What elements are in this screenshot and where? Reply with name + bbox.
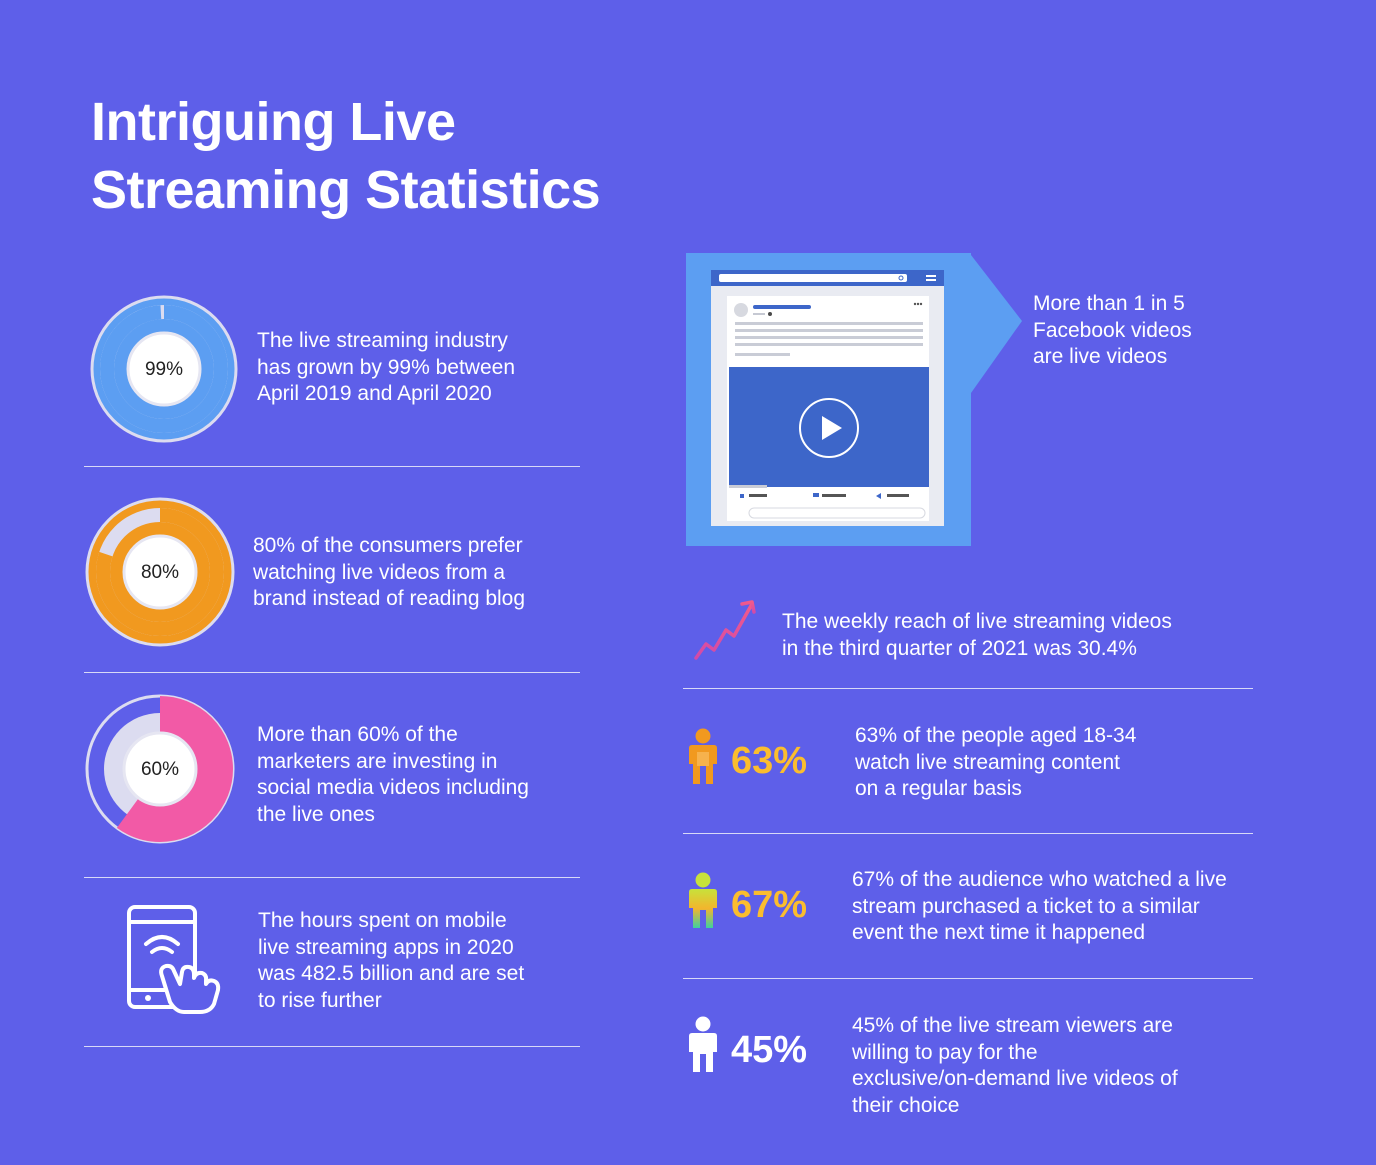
title-line-1: Intriguing Live — [91, 92, 456, 152]
donut-label-99: 99% — [145, 359, 183, 380]
donut-chart-60: 60% — [85, 694, 235, 844]
divider — [683, 978, 1253, 979]
growth-chart-icon — [694, 600, 756, 664]
donut-label-80: 80% — [141, 562, 179, 583]
facebook-video-mockup — [686, 253, 1022, 546]
stat-text-industry-growth: The live streaming industry has grown by… — [257, 329, 515, 405]
person-icon-orange — [689, 728, 717, 784]
person-icon-white — [689, 1016, 717, 1072]
donut-label-60: 60% — [141, 759, 179, 780]
divider — [683, 833, 1253, 834]
stat-text-weekly-reach: The weekly reach of live streaming video… — [782, 610, 1172, 660]
stat-text-aged-18-34: 63% of the people aged 18-34 watch live … — [855, 724, 1137, 800]
divider — [84, 672, 580, 673]
divider — [683, 688, 1253, 689]
pct-45: 45% — [731, 1029, 808, 1071]
pct-63: 63% — [731, 740, 808, 782]
person-icon-gradient — [689, 872, 717, 928]
stat-text-facebook: More than 1 in 5 Facebook videos are liv… — [1033, 292, 1192, 368]
donut-chart-99: 99% — [90, 295, 238, 443]
stat-text-mobile-hours: The hours spent on mobile live streaming… — [258, 909, 525, 1012]
title-line-2: Streaming Statistics — [91, 160, 601, 220]
divider — [84, 466, 580, 467]
mobile-touch-icon — [127, 905, 221, 1014]
pct-67: 67% — [731, 884, 808, 926]
divider — [84, 1046, 580, 1047]
page-title: Intriguing Live Streaming Statistics — [91, 88, 601, 224]
stat-text-ticket-purchase: 67% of the audience who watched a live s… — [852, 868, 1227, 944]
divider — [84, 877, 580, 878]
stat-text-marketers: More than 60% of the marketers are inves… — [257, 723, 529, 826]
stat-text-consumer-preference: 80% of the consumers prefer watching liv… — [253, 534, 526, 610]
donut-chart-80: 80% — [85, 497, 235, 647]
stat-text-willing-to-pay: 45% of the live stream viewers are willi… — [852, 1014, 1178, 1117]
